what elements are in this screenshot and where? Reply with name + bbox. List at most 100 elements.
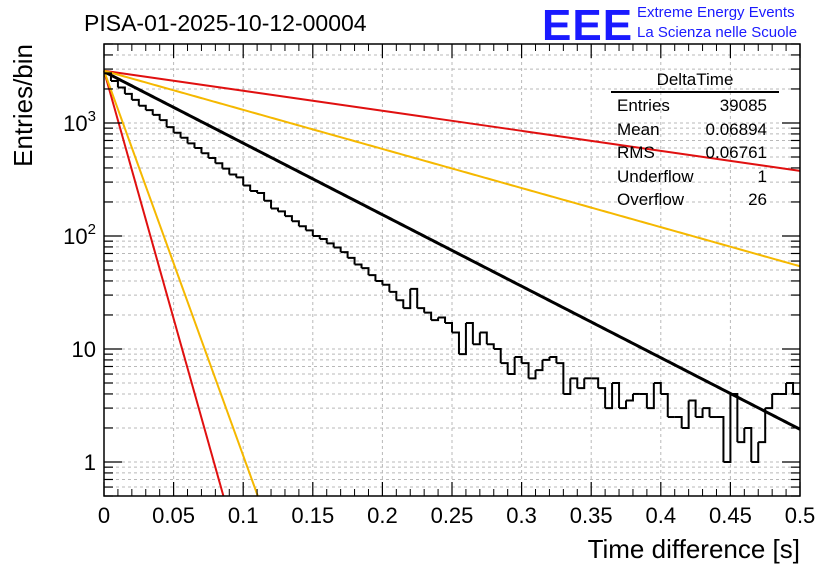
stats-title: DeltaTime [611, 70, 779, 93]
histogram-bin [229, 173, 238, 178]
histogram-bin [124, 92, 133, 100]
y-tick-labels: 1 10 102 103 [63, 108, 96, 475]
histogram-bin [779, 383, 788, 395]
histogram-bin [500, 362, 509, 375]
fit-curve-slow-yellow [103, 69, 801, 268]
histogram-bin [250, 190, 259, 194]
fit-curve-fast-yellow [103, 70, 259, 497]
histogram-bin [145, 109, 154, 115]
histogram-bin [702, 407, 711, 418]
x-tick-label: 0.05 [152, 503, 195, 528]
axis-ticks [103, 43, 801, 497]
histogram-bin [117, 86, 126, 94]
histogram-bin [347, 256, 356, 265]
histogram-bin [278, 210, 286, 217]
histogram-bin [333, 246, 342, 253]
x-tick-labels: 0 0.05 0.1 0.15 0.2 0.25 0.3 0.35 0.4 0.45 0.5 [98, 503, 815, 528]
fit-curve-fast-red [103, 70, 225, 497]
histogram-bin [479, 331, 488, 345]
x-tick-label: 0.4 [646, 503, 677, 528]
y-tick-label: 102 [63, 221, 96, 249]
histogram-bin [194, 147, 203, 154]
histogram-bin [410, 287, 419, 309]
histogram-bin [758, 408, 767, 444]
histogram-bin [486, 343, 495, 349]
stats-label: Entries [617, 96, 670, 115]
histogram-bin [786, 382, 795, 394]
histogram-bin [730, 392, 739, 443]
histogram-bin [723, 393, 732, 463]
histogram-bin [591, 377, 600, 389]
histogram-bin [605, 383, 614, 410]
histogram-bin [110, 80, 119, 88]
histogram-bin [674, 416, 683, 428]
histogram-bin [424, 311, 433, 321]
fit-curve-slow-red [103, 69, 801, 172]
histogram-bin [354, 263, 363, 269]
histogram-bin [389, 290, 398, 301]
histogram-bin [236, 176, 245, 186]
histogram-bin [201, 152, 210, 158]
stats-row-overflow: Overflow 26 [611, 188, 779, 212]
histogram-bin [528, 370, 537, 380]
histogram-bin [688, 399, 697, 418]
histogram-bin [361, 267, 370, 276]
histogram-bin [639, 392, 648, 409]
histogram-bin [166, 126, 175, 133]
histogram-bin [445, 321, 453, 333]
stats-label: Mean [617, 119, 660, 139]
x-tick-label: 0.25 [431, 503, 474, 528]
histogram-bin [626, 393, 634, 402]
x-tick-label: 0.45 [709, 503, 752, 528]
fit-curves [103, 69, 801, 497]
fit-curve-fit [103, 70, 801, 431]
logo-tagline-2: La Scienza nelle Scuole [637, 24, 798, 41]
stats-label: Underflow [617, 166, 694, 186]
histogram-bin [257, 192, 266, 201]
histogram-bin [493, 347, 502, 364]
stats-row-mean: Mean 0.06894 [611, 118, 779, 142]
histogram-bin [458, 322, 467, 356]
histogram-bin [612, 382, 621, 409]
histogram-bin [577, 378, 586, 390]
stats-label: RMS [617, 143, 655, 162]
stats-value: 39085 [719, 96, 767, 115]
histogram-bin [312, 234, 321, 240]
histogram-bin [521, 362, 530, 379]
stats-row-underflow: Underflow 1 [611, 165, 779, 189]
histogram-bin [716, 416, 725, 462]
histogram-bin [131, 98, 140, 106]
histogram-bin [751, 442, 760, 463]
stats-value: 0.06894 [705, 119, 767, 139]
histogram-bin [340, 251, 349, 258]
y-tick-label: 1 [84, 450, 96, 475]
x-tick-label: 0 [98, 503, 110, 528]
y-tick-label: 10 [72, 337, 96, 362]
y-axis-label: Entries/bin [8, 44, 38, 167]
histogram-bin [159, 119, 168, 128]
histogram-bin [187, 142, 196, 149]
histogram-bin [271, 207, 279, 212]
histogram-bin [744, 426, 753, 462]
histogram-bin [298, 225, 307, 231]
histogram-bin [291, 220, 300, 227]
histogram-bin [619, 400, 627, 410]
histogram-bin [180, 136, 189, 144]
histogram-bin [152, 113, 161, 121]
histogram-bin [653, 382, 662, 394]
histogram-bin [403, 288, 412, 310]
x-axis-label: Time difference [s] [588, 534, 800, 564]
histogram-bin [549, 355, 558, 364]
x-tick-label: 0.3 [506, 503, 537, 528]
x-tick-label: 0.2 [367, 503, 398, 528]
histogram-bin [507, 356, 516, 376]
histogram-bin [382, 283, 391, 292]
page-title: PISA-01-2025-10-12-00004 [84, 10, 367, 36]
stats-label: Overflow [617, 190, 685, 209]
histogram-bin [319, 238, 328, 244]
histogram-bin [431, 317, 440, 322]
histogram-bin [765, 393, 774, 410]
histogram-bin [452, 331, 460, 355]
histogram-bin [660, 392, 669, 418]
histogram-bin [104, 72, 112, 82]
